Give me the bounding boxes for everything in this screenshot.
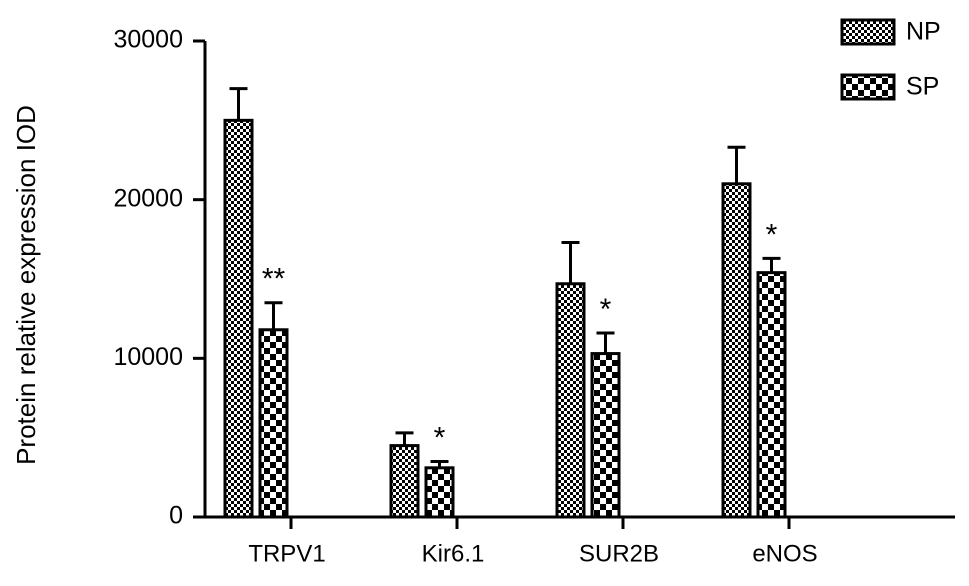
significance-label: * xyxy=(600,293,612,326)
error-bar xyxy=(229,87,248,121)
x-tick-label: SUR2B xyxy=(579,540,659,567)
x-tick-label: eNOS xyxy=(752,540,817,567)
legend-label: NP xyxy=(906,18,941,46)
legend-label: SP xyxy=(906,73,939,101)
bar xyxy=(590,352,621,519)
error-bar xyxy=(264,301,283,330)
bar xyxy=(424,466,455,519)
y-tick-label: 20000 xyxy=(113,184,183,212)
bar xyxy=(555,282,586,519)
error-bar xyxy=(596,331,615,354)
bar xyxy=(258,328,289,519)
bar xyxy=(389,444,420,519)
error-bar xyxy=(395,431,414,446)
legend-swatch xyxy=(840,73,896,101)
x-tick-label: TRPV1 xyxy=(248,540,325,567)
y-tick-label: 10000 xyxy=(113,343,183,371)
error-bar xyxy=(727,145,746,184)
y-axis-title: Protein relative expression IOD xyxy=(11,105,41,465)
error-bar xyxy=(762,256,781,273)
significance-label: * xyxy=(766,218,778,251)
legend-swatch xyxy=(840,18,896,46)
error-bar xyxy=(561,241,580,284)
significance-label: * xyxy=(434,421,446,454)
y-tick-label: 30000 xyxy=(113,26,183,54)
significance-label: ** xyxy=(262,263,286,296)
y-tick-label: 0 xyxy=(169,502,183,530)
x-tick-label: Kir6.1 xyxy=(422,540,485,567)
bar xyxy=(223,118,254,519)
bar xyxy=(721,182,752,519)
bar xyxy=(756,271,787,519)
